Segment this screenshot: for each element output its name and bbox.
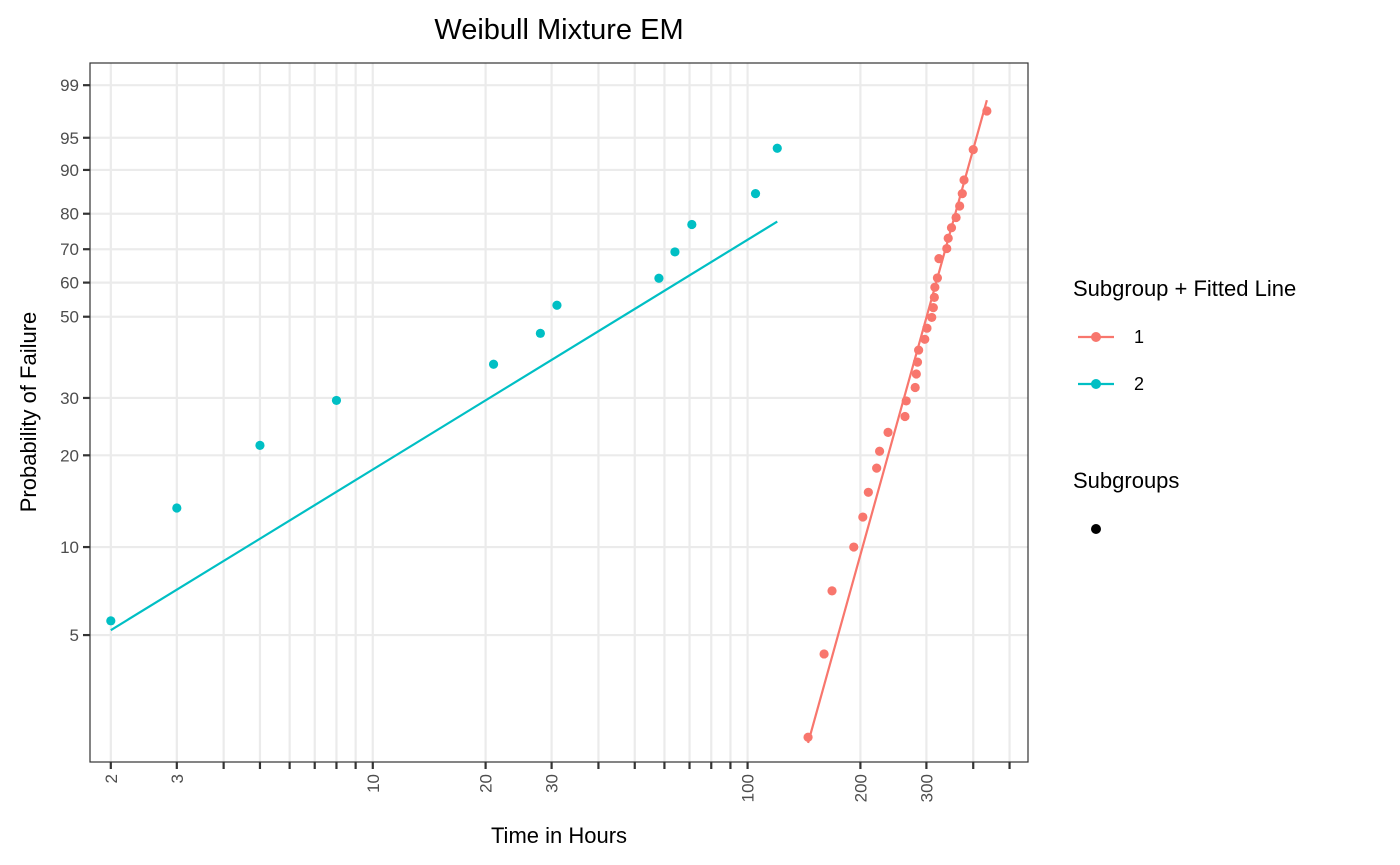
- y-axis-title: Probability of Failure: [16, 312, 41, 513]
- data-point-series-2: [654, 273, 664, 283]
- data-point-series-2: [488, 359, 499, 369]
- legend-title-subgroups: Subgroups: [1073, 468, 1179, 493]
- data-point-series-1: [930, 282, 940, 292]
- chart-title: Weibull Mixture EM: [434, 14, 683, 46]
- legend-key-point: [1091, 379, 1101, 389]
- fit-line-series-2: [110, 220, 778, 632]
- data-point-series-2: [670, 247, 680, 257]
- legend-title-fitted: Subgroup + Fitted Line: [1073, 276, 1296, 301]
- x-tick-label: 30: [543, 774, 562, 793]
- y-tick-label: 80: [60, 205, 79, 224]
- y-tick-label: 60: [60, 274, 79, 293]
- data-point-series-1: [920, 334, 930, 344]
- plot-panel-bg: [90, 63, 1028, 762]
- data-point-series-2: [772, 143, 782, 153]
- x-axis-title: Time in Hours: [491, 823, 627, 848]
- legend-label: 2: [1134, 374, 1144, 394]
- data-point-series-1: [872, 463, 882, 473]
- y-axis: 5 10 20 30 50 60 70 80 90 95 99: [60, 76, 90, 645]
- legend: Subgroup + Fitted Line 1 2 Subgroups: [1073, 276, 1296, 534]
- data-point-series-1: [943, 233, 953, 243]
- data-points: [106, 106, 992, 742]
- data-point-series-1: [912, 357, 923, 367]
- data-point-series-1: [922, 323, 932, 333]
- data-point-series-1: [863, 487, 873, 497]
- data-point-series-1: [883, 427, 893, 437]
- x-tick-label: 200: [851, 774, 870, 802]
- x-tick-label: 300: [917, 774, 936, 802]
- y-tick-label: 10: [60, 538, 79, 557]
- x-axis: 2 3 10 20 30 100 200 300: [102, 762, 1011, 802]
- data-point-series-1: [928, 303, 938, 313]
- plot-panel-border: [89, 62, 1029, 763]
- legend-label: 1: [1134, 327, 1144, 347]
- y-tick-label: 70: [60, 240, 79, 259]
- data-point-series-1: [900, 411, 910, 422]
- data-point-series-1: [819, 649, 829, 659]
- data-point-series-2: [687, 219, 697, 230]
- data-point-series-1: [914, 345, 924, 355]
- data-point-series-2: [552, 300, 562, 310]
- data-point-series-1: [955, 201, 965, 211]
- data-point-series-1: [957, 189, 967, 199]
- data-point-series-2: [106, 616, 116, 626]
- data-point-series-1: [946, 223, 957, 233]
- data-point-series-1: [927, 312, 937, 323]
- data-point-series-1: [982, 106, 992, 116]
- legend-key-point: [1091, 524, 1101, 534]
- data-point-series-1: [849, 542, 859, 552]
- x-tick-label: 100: [739, 774, 758, 802]
- data-point-series-2: [255, 440, 265, 450]
- data-point-series-1: [901, 396, 911, 406]
- plot-grid: [90, 63, 1028, 762]
- data-point-series-1: [874, 446, 885, 456]
- data-point-series-1: [934, 254, 944, 264]
- data-point-series-2: [535, 328, 545, 338]
- x-tick-label: 3: [168, 774, 187, 783]
- y-tick-label: 95: [60, 129, 79, 148]
- data-point-series-1: [968, 145, 978, 155]
- y-tick-label: 50: [60, 308, 79, 327]
- data-point-series-1: [910, 382, 920, 393]
- y-tick-label: 20: [60, 446, 79, 465]
- y-tick-label: 5: [70, 626, 79, 645]
- data-point-series-1: [942, 243, 952, 254]
- y-tick-label: 99: [60, 76, 79, 95]
- data-point-series-2: [750, 189, 761, 199]
- data-point-series-2: [331, 395, 342, 406]
- data-point-series-1: [827, 586, 837, 596]
- legend-key-point: [1091, 332, 1101, 342]
- data-point-series-2: [172, 503, 182, 513]
- y-tick-label: 30: [60, 389, 79, 408]
- x-tick-label: 2: [102, 774, 121, 783]
- data-point-series-1: [951, 212, 961, 223]
- y-tick-label: 90: [60, 161, 79, 180]
- x-tick-label: 20: [477, 774, 496, 793]
- data-point-series-1: [932, 273, 943, 283]
- data-point-series-1: [858, 512, 868, 522]
- data-point-series-1: [959, 175, 969, 185]
- data-point-series-1: [929, 292, 939, 302]
- data-point-series-1: [803, 732, 813, 742]
- data-point-series-1: [911, 369, 921, 379]
- x-tick-label: 10: [364, 774, 383, 793]
